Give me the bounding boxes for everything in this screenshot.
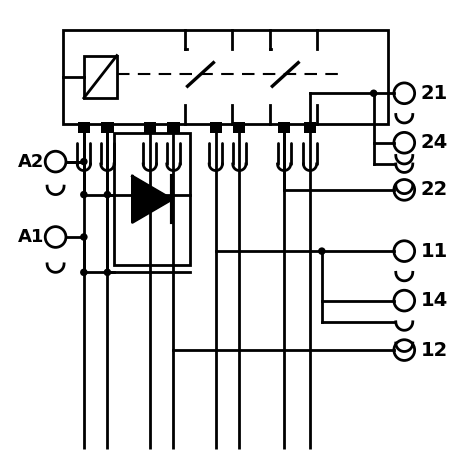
FancyBboxPatch shape	[210, 121, 222, 133]
Circle shape	[80, 158, 88, 165]
FancyBboxPatch shape	[101, 121, 114, 133]
FancyBboxPatch shape	[144, 121, 156, 133]
FancyBboxPatch shape	[233, 121, 246, 133]
Circle shape	[396, 342, 412, 358]
Circle shape	[396, 292, 412, 309]
Circle shape	[370, 90, 377, 97]
FancyBboxPatch shape	[78, 121, 90, 133]
Circle shape	[80, 233, 88, 241]
Text: 11: 11	[421, 242, 448, 261]
FancyBboxPatch shape	[167, 121, 180, 133]
Text: A2: A2	[18, 153, 44, 171]
FancyBboxPatch shape	[115, 133, 190, 265]
Circle shape	[104, 191, 111, 198]
Circle shape	[104, 269, 111, 276]
Circle shape	[80, 191, 88, 198]
FancyBboxPatch shape	[278, 121, 290, 133]
Text: 22: 22	[421, 181, 448, 200]
Text: 24: 24	[421, 133, 448, 152]
Circle shape	[396, 135, 412, 151]
Circle shape	[47, 229, 64, 245]
FancyBboxPatch shape	[84, 55, 117, 98]
Polygon shape	[132, 176, 172, 222]
Circle shape	[47, 153, 64, 170]
Circle shape	[396, 243, 412, 259]
Circle shape	[80, 269, 88, 276]
Circle shape	[318, 247, 326, 255]
Text: A1: A1	[18, 228, 44, 246]
Text: 21: 21	[421, 84, 448, 103]
Text: 12: 12	[421, 341, 448, 360]
Circle shape	[396, 85, 412, 101]
FancyBboxPatch shape	[63, 30, 388, 124]
Circle shape	[396, 182, 412, 198]
Text: 14: 14	[421, 291, 448, 310]
FancyBboxPatch shape	[304, 121, 316, 133]
